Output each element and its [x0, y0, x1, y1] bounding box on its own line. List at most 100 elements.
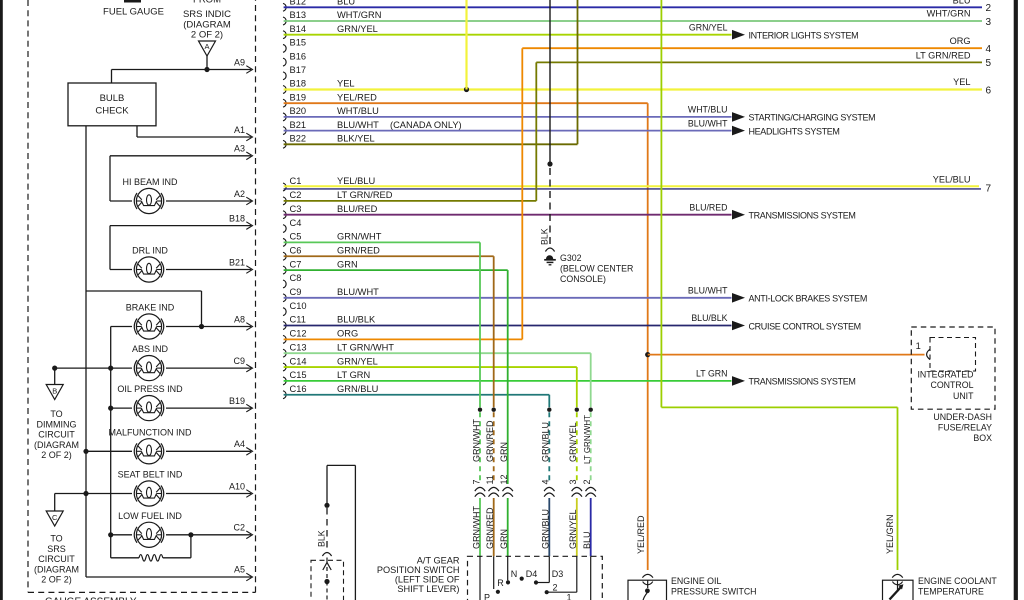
svg-text:CONTROL: CONTROL: [930, 380, 973, 390]
svg-text:GRN/YEL: GRN/YEL: [568, 509, 578, 549]
svg-text:2: 2: [986, 3, 992, 14]
svg-text:ENGINE OIL: ENGINE OIL: [671, 576, 721, 586]
svg-text:(DIAGRAM: (DIAGRAM: [34, 440, 79, 450]
svg-text:GRN/YEL: GRN/YEL: [568, 422, 578, 462]
svg-text:TRANSMISSIONS SYSTEM: TRANSMISSIONS SYSTEM: [749, 211, 856, 221]
svg-text:BLU/BLK: BLU/BLK: [337, 315, 376, 325]
svg-text:GRN: GRN: [499, 529, 509, 549]
svg-text:CONSOLE): CONSOLE): [560, 274, 606, 284]
svg-text:WHT/GRN: WHT/GRN: [337, 10, 381, 20]
svg-text:B21: B21: [229, 257, 245, 267]
svg-text:2: 2: [582, 479, 592, 484]
svg-text:A2: A2: [234, 189, 245, 199]
svg-text:A1: A1: [234, 125, 245, 135]
svg-text:5: 5: [986, 58, 992, 69]
svg-text:YEL/RED: YEL/RED: [636, 515, 646, 554]
svg-text:SHIFT LEVER): SHIFT LEVER): [397, 584, 459, 594]
svg-text:GAUGE ASSEMBLY: GAUGE ASSEMBLY: [45, 597, 137, 600]
svg-text:BLU/RED: BLU/RED: [337, 204, 378, 214]
svg-text:POSITION SWITCH: POSITION SWITCH: [377, 565, 460, 575]
svg-text:BLU: BLU: [582, 531, 592, 549]
svg-text:BLK: BLK: [316, 530, 326, 547]
svg-text:B19: B19: [290, 92, 307, 102]
svg-text:CIRCUIT: CIRCUIT: [38, 554, 75, 564]
svg-text:GRN/YEL: GRN/YEL: [337, 24, 378, 34]
svg-text:TEMPERATURE: TEMPERATURE: [918, 587, 984, 597]
svg-text:C14: C14: [290, 356, 307, 366]
svg-text:B21: B21: [290, 120, 307, 130]
svg-text:ORG: ORG: [337, 329, 358, 339]
svg-text:C5: C5: [290, 232, 302, 242]
svg-text:STARTING/CHARGING SYSTEM: STARTING/CHARGING SYSTEM: [749, 113, 876, 123]
svg-text:GRN/RED: GRN/RED: [485, 507, 495, 549]
svg-text:C2: C2: [233, 523, 245, 533]
svg-text:7: 7: [471, 479, 481, 484]
svg-text:C9: C9: [290, 287, 302, 297]
svg-text:(DIAGRAM: (DIAGRAM: [183, 20, 231, 31]
svg-text:12: 12: [499, 474, 509, 484]
svg-text:LT GRN/WHT: LT GRN/WHT: [337, 342, 394, 352]
svg-text:GRN/WHT: GRN/WHT: [471, 506, 481, 549]
svg-text:(CANADA ONLY): (CANADA ONLY): [390, 120, 462, 130]
svg-text:CRUISE CONTROL SYSTEM: CRUISE CONTROL SYSTEM: [749, 321, 861, 331]
svg-text:B16: B16: [290, 51, 307, 61]
svg-text:C4: C4: [290, 218, 302, 228]
svg-text:FROM: FROM: [193, 0, 221, 6]
svg-text:A9: A9: [234, 57, 245, 67]
svg-text:B17: B17: [290, 65, 307, 75]
svg-text:CHECK: CHECK: [95, 106, 129, 117]
svg-text:INTEGRATED: INTEGRATED: [917, 369, 973, 379]
svg-text:ANTI-LOCK BRAKES SYSTEM: ANTI-LOCK BRAKES SYSTEM: [749, 294, 867, 304]
svg-text:C11: C11: [290, 315, 306, 325]
svg-text:BLU: BLU: [953, 0, 971, 5]
svg-text:2: 2: [552, 583, 557, 593]
svg-text:BLU/WHT: BLU/WHT: [688, 286, 728, 296]
svg-text:TO: TO: [50, 534, 62, 544]
svg-text:C2: C2: [290, 190, 302, 200]
svg-text:BULB: BULB: [100, 93, 125, 104]
svg-text:C9: C9: [233, 356, 245, 366]
svg-text:(BELOW CENTER: (BELOW CENTER: [560, 263, 633, 273]
svg-text:TRANSMISSIONS SYSTEM: TRANSMISSIONS SYSTEM: [749, 377, 856, 387]
svg-text:LT GRN/RED: LT GRN/RED: [916, 50, 971, 60]
svg-text:C12: C12: [290, 329, 307, 339]
svg-text:B22: B22: [290, 134, 307, 144]
svg-text:BLU/WHT: BLU/WHT: [688, 118, 728, 128]
svg-text:3: 3: [986, 17, 992, 28]
svg-text:UNIT: UNIT: [953, 391, 974, 401]
svg-text:INTERIOR LIGHTS SYSTEM: INTERIOR LIGHTS SYSTEM: [749, 31, 859, 41]
svg-text:A3: A3: [234, 144, 245, 154]
svg-text:OIL PRESS IND: OIL PRESS IND: [117, 384, 183, 394]
svg-text:B20: B20: [290, 106, 307, 116]
svg-text:6: 6: [986, 85, 992, 96]
svg-text:C6: C6: [290, 245, 302, 255]
svg-text:2 OF 2): 2 OF 2): [41, 450, 72, 460]
svg-text:(LEFT SIDE OF: (LEFT SIDE OF: [395, 575, 460, 585]
svg-text:B14: B14: [290, 24, 307, 34]
svg-text:(DIAGRAM: (DIAGRAM: [34, 564, 79, 574]
svg-text:C7: C7: [290, 259, 302, 269]
svg-text:BLK/YEL: BLK/YEL: [337, 134, 375, 144]
svg-text:WHT/BLU: WHT/BLU: [688, 105, 728, 115]
svg-text:GRN/WHT: GRN/WHT: [471, 419, 481, 462]
svg-text:BRAKE IND: BRAKE IND: [126, 303, 175, 313]
svg-text:ENGINE COOLANT: ENGINE COOLANT: [918, 576, 997, 586]
svg-text:TO: TO: [50, 409, 62, 419]
svg-text:4: 4: [986, 44, 992, 55]
svg-text:B15: B15: [290, 38, 307, 48]
svg-text:LT GRN/WHT: LT GRN/WHT: [583, 415, 592, 464]
svg-text:N: N: [511, 569, 518, 579]
svg-text:BLU/RED: BLU/RED: [689, 202, 727, 212]
svg-text:HI BEAM IND: HI BEAM IND: [122, 177, 178, 187]
svg-text:GRN: GRN: [499, 442, 509, 462]
svg-text:DIMMING: DIMMING: [37, 419, 77, 429]
svg-text:BLK: BLK: [540, 228, 550, 245]
svg-text:B18: B18: [290, 79, 307, 89]
svg-text:C3: C3: [290, 204, 302, 214]
svg-text:YEL: YEL: [337, 79, 355, 89]
svg-text:YEL/GRN: YEL/GRN: [885, 514, 895, 554]
svg-text:GRN/BLU: GRN/BLU: [541, 509, 551, 549]
svg-text:WHT/BLU: WHT/BLU: [337, 106, 379, 116]
svg-text:CIRCUIT: CIRCUIT: [38, 430, 75, 440]
svg-text:D3: D3: [552, 569, 564, 579]
